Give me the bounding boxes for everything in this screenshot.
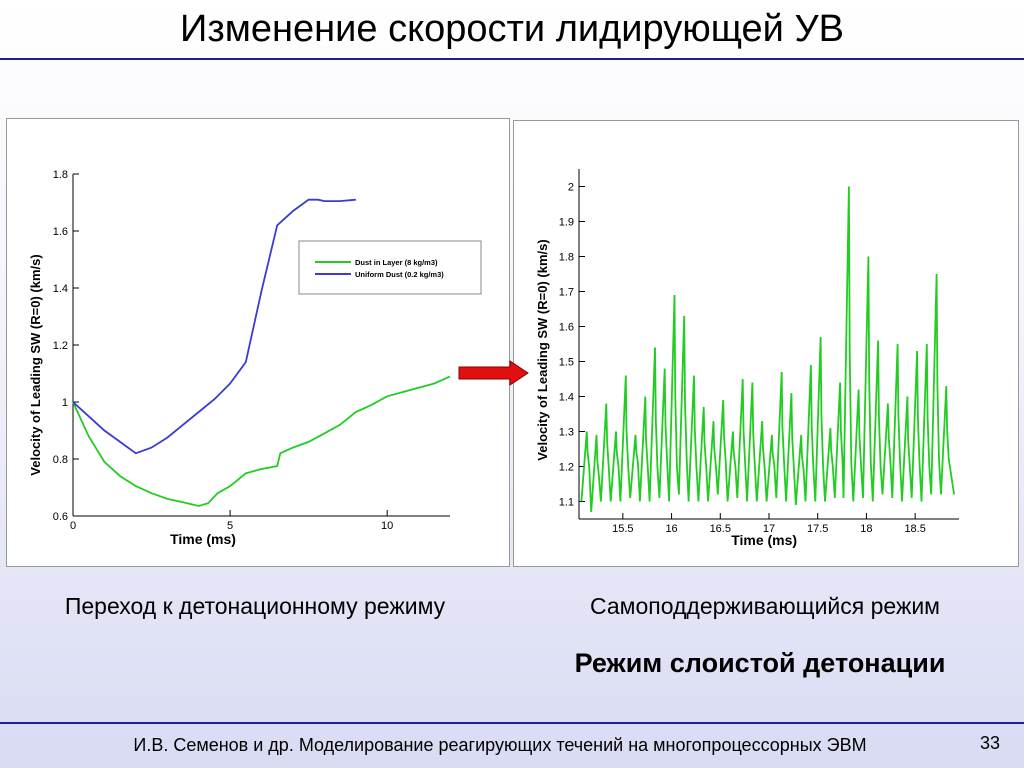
x-tick-label: 17.5 <box>807 523 828 535</box>
y-tick-label: 1.9 <box>559 217 574 229</box>
transition-chart-panel: 0.6 0.8 1 1.2 1.4 1.6 1.8 0 5 10 Time (ms) Velocity… <box>6 118 510 567</box>
page-number: 33 <box>980 733 1001 753</box>
series-line-1 <box>580 186 955 513</box>
caption-self-sustained: Самоподдерживающийся режим <box>590 593 940 619</box>
x-tick-label: 17 <box>763 523 775 535</box>
y-tick-label: 1.2 <box>53 340 68 352</box>
y-tick-label: 1.6 <box>559 322 574 334</box>
x-tick-label: 0 <box>70 520 76 532</box>
x-tick-label: 5 <box>227 520 233 532</box>
y-tick-label: 1 <box>62 397 68 409</box>
y-tick-label: 1.2 <box>559 462 574 474</box>
footer-text: И.В. Семенов и др. Моделирование реагиру… <box>133 735 867 755</box>
legend-label: Dust in Layer (8 kg/m3) <box>355 258 438 267</box>
y-axis-label: Velocity of Leading SW (R=0) (km/s) <box>535 239 550 460</box>
right-arrow-icon <box>458 360 529 386</box>
mode-title: Режим слоистой детонации <box>574 648 946 678</box>
y-tick-label: 1.6 <box>53 226 68 238</box>
y-tick-label: 1.4 <box>53 283 68 295</box>
x-tick-label: 18.5 <box>904 523 925 535</box>
x-axis-label: Time (ms) <box>731 532 797 548</box>
y-tick-label: 1.7 <box>559 287 574 299</box>
series-line-2 <box>72 198 356 455</box>
legend-label: Uniform Dust (0.2 kg/m3) <box>355 270 444 279</box>
transition-chart: 0.6 0.8 1 1.2 1.4 1.6 1.8 0 5 10 Time (ms) Velocity… <box>28 169 482 547</box>
x-axis-label: Time (ms) <box>170 531 236 547</box>
footer-rule <box>0 722 1024 724</box>
x-tick-label: 16.5 <box>710 523 731 535</box>
x-tick-label: 15.5 <box>612 523 633 535</box>
y-tick-label: 0.8 <box>53 454 68 466</box>
y-tick-label: 1.8 <box>559 252 574 264</box>
title-rule <box>0 58 1024 60</box>
series-line-1 <box>72 375 451 507</box>
y-tick-label: 1.5 <box>559 357 574 369</box>
y-tick-label: 1.1 <box>559 497 574 509</box>
x-tick-label: 18 <box>860 523 872 535</box>
legend-box <box>298 240 482 295</box>
y-tick-label: 2 <box>568 182 574 194</box>
x-tick-label: 16 <box>665 523 677 535</box>
caption-transition: Переход к детонационному режиму <box>64 593 446 619</box>
y-axis-label: Velocity of Leading SW (R=0) (km/s) <box>28 254 43 475</box>
slide-title: Изменение скорости лидирующей УВ <box>180 8 844 50</box>
y-tick-label: 1.3 <box>559 427 574 439</box>
y-tick-label: 1.4 <box>559 392 574 404</box>
self-sustained-chart: 1.1 1.2 1.3 1.4 1.5 1.6 1.7 1.8 1.9 2 15.5 16 16.5 17… <box>535 169 959 548</box>
x-tick-label: 10 <box>381 520 393 532</box>
y-tick-label: 0.6 <box>53 511 68 523</box>
self-sustained-chart-panel: 1.1 1.2 1.3 1.4 1.5 1.6 1.7 1.8 1.9 2 15.5 16 16.5 17… <box>513 120 1019 567</box>
y-tick-label: 1.8 <box>53 169 68 181</box>
